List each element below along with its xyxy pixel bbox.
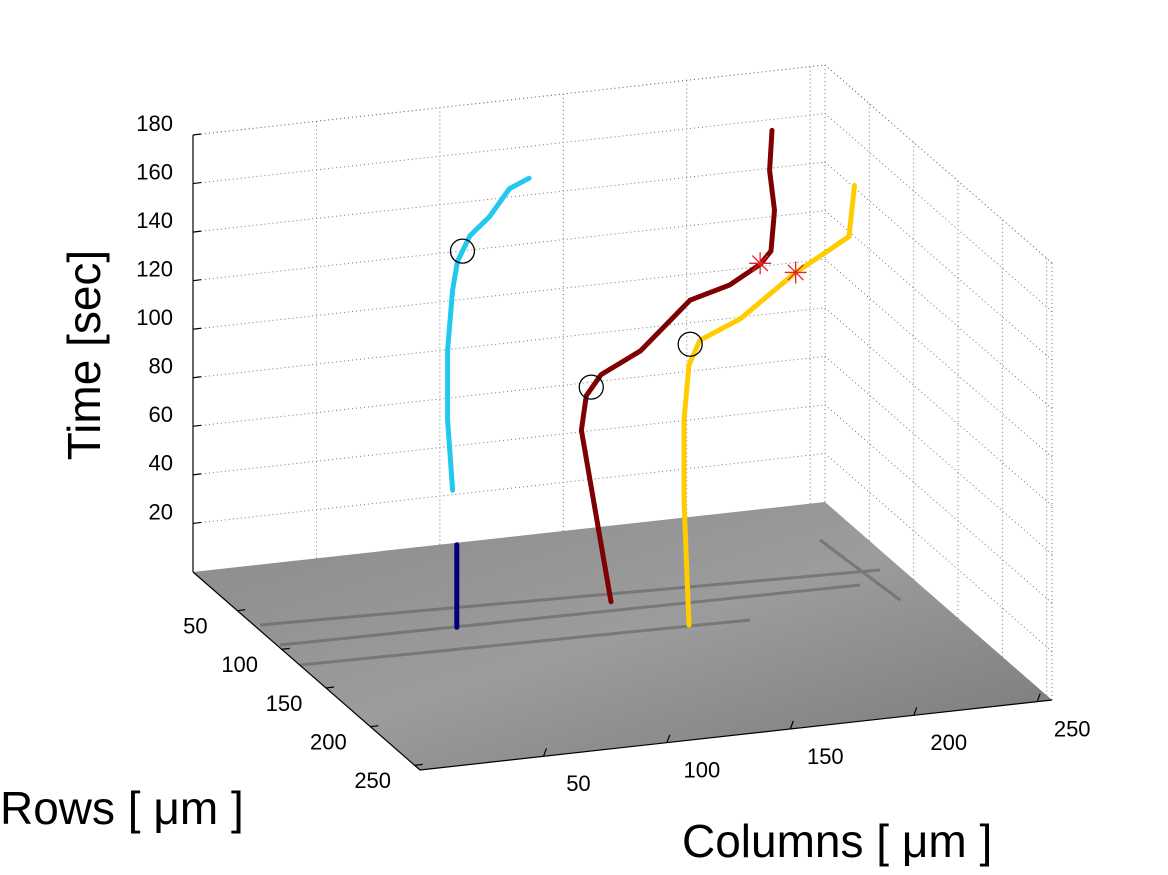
tick-mark (414, 763, 423, 766)
y-tick-label: 100 (221, 652, 258, 677)
x-tick-label: 150 (807, 744, 844, 769)
y-tick-label: 150 (266, 691, 303, 716)
z-tick-label: 140 (136, 208, 173, 233)
trajectory (445, 175, 532, 493)
x-axis-title: Columns [ μm ] (682, 815, 992, 867)
tick-mark (325, 686, 335, 689)
grid-line (824, 161, 1053, 361)
grid-line (824, 113, 1053, 312)
axis-line (419, 699, 1053, 771)
event-circle (578, 374, 604, 400)
tick-mark (1036, 693, 1041, 702)
floor-texture (259, 538, 901, 667)
tick-mark (913, 707, 918, 716)
tick-mark (192, 230, 202, 233)
x-tick-label: 250 (1054, 716, 1091, 741)
z-tick-label: 160 (136, 159, 173, 184)
tick-mark (192, 279, 202, 282)
tick-mark (192, 473, 202, 476)
z-tick-label: 80 (149, 354, 173, 379)
event-circle (449, 238, 476, 264)
axis-line (192, 571, 421, 771)
z-tick-label: 20 (149, 499, 173, 524)
tick-mark (192, 181, 202, 185)
tick-mark (666, 734, 671, 743)
tick-mark (237, 609, 246, 612)
tick-mark (192, 327, 202, 330)
y-axis-title: Rows [ μm ] (0, 782, 244, 834)
floor-image (193, 502, 1052, 770)
tick-mark (192, 376, 202, 379)
grid-line (824, 307, 1053, 507)
y-tick-label: 50 (183, 613, 207, 638)
event-star (784, 261, 807, 284)
plot-area (445, 127, 857, 630)
z-tick-label: 100 (136, 305, 173, 330)
tick-mark (370, 725, 379, 728)
trajectory (681, 182, 857, 628)
tick-mark (192, 133, 202, 136)
tick-mark (789, 720, 794, 730)
y-tick-label: 250 (354, 768, 391, 793)
grid (192, 64, 1053, 700)
tick-mark (281, 647, 290, 650)
z-tick-label: 40 (149, 451, 173, 476)
z-tick-label: 60 (149, 402, 173, 427)
trajectory (578, 127, 777, 605)
grid-line (824, 258, 1053, 458)
z-tick-label: 120 (136, 256, 173, 281)
grid-line (824, 355, 1053, 555)
x-tick-label: 200 (930, 730, 967, 755)
tick-mark (192, 521, 202, 525)
x-tick-label: 100 (684, 757, 721, 782)
grid-line (824, 64, 1053, 264)
z-axis-title: Time [sec] (58, 250, 110, 460)
tick-mark (542, 748, 547, 757)
z-tick-label: 180 (136, 111, 173, 136)
event-circle (677, 331, 703, 357)
x-tick-label: 50 (566, 771, 590, 796)
tick-mark (192, 424, 202, 427)
event-star (749, 252, 772, 275)
y-tick-label: 200 (310, 730, 347, 755)
grid-line (824, 210, 1053, 410)
